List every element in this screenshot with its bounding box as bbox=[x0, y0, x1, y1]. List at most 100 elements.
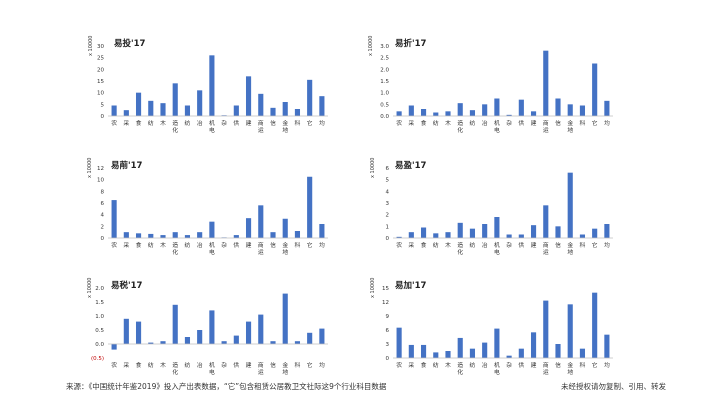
x-category-label: 纺 bbox=[148, 361, 154, 369]
y-tick-label: 9 bbox=[386, 314, 390, 320]
x-category-label: 供 bbox=[233, 361, 239, 369]
x-category-label: 建 bbox=[246, 361, 252, 369]
bar bbox=[567, 172, 573, 238]
x-category-label: 冶 bbox=[482, 241, 488, 249]
y-tick-label: 20 bbox=[97, 67, 104, 73]
x-category-label: 信 bbox=[270, 119, 276, 127]
bar bbox=[482, 224, 488, 238]
x-category-label: 机电 bbox=[209, 241, 215, 256]
x-category-label: 信 bbox=[555, 361, 561, 369]
x-category-label: 科 bbox=[580, 361, 586, 369]
y-tick-label: 4 bbox=[101, 213, 105, 219]
bar bbox=[209, 55, 215, 116]
x-category-label: 它 bbox=[592, 361, 598, 369]
bar bbox=[197, 232, 203, 238]
x-category-label: 木 bbox=[160, 119, 166, 127]
y-tick-label: (0.5) bbox=[91, 356, 104, 362]
x-category-label: 均 bbox=[319, 361, 325, 369]
x-category-label: 纺 bbox=[148, 119, 154, 127]
bar bbox=[172, 232, 178, 238]
chart-svg-4: 0123456农采食纺木造化纺冶机电杂供建商运信 金地科它均 bbox=[386, 166, 613, 256]
x-category-label: 机电 bbox=[209, 119, 215, 134]
bar bbox=[148, 100, 154, 116]
x-category-label: 金地 bbox=[567, 241, 573, 256]
bar bbox=[506, 114, 512, 116]
bar bbox=[530, 332, 537, 358]
y-tick-label: 0 bbox=[386, 356, 390, 362]
bar bbox=[604, 224, 610, 238]
bar bbox=[506, 355, 512, 358]
bar bbox=[543, 300, 549, 358]
x-category-label: 均 bbox=[319, 241, 325, 249]
y-tick-label: 30 bbox=[97, 44, 104, 50]
bar bbox=[469, 348, 476, 358]
axis-unit-6: x 10000 bbox=[370, 277, 376, 298]
chart-title-5: 易税'17 bbox=[111, 281, 143, 291]
bar bbox=[457, 337, 463, 358]
x-category-label: 纺 bbox=[470, 241, 476, 249]
x-category-label: 杂 bbox=[506, 241, 512, 249]
x-category-label: 木 bbox=[160, 361, 166, 369]
x-category-label: 金地 bbox=[282, 119, 288, 134]
x-category-label: 冶 bbox=[482, 361, 488, 369]
bar bbox=[408, 232, 414, 238]
x-category-label: 供 bbox=[518, 119, 524, 127]
bar bbox=[445, 351, 451, 358]
bar bbox=[294, 109, 301, 116]
bar bbox=[555, 344, 561, 358]
x-category-label: 造化 bbox=[457, 241, 463, 256]
bar bbox=[604, 334, 610, 358]
y-tick-label: 0 bbox=[101, 114, 105, 120]
x-category-label: 采 bbox=[408, 119, 414, 127]
bar bbox=[555, 98, 561, 116]
bar bbox=[282, 293, 288, 344]
y-tick-label: 0.0 bbox=[95, 342, 104, 348]
chart-svg-5: (0.5)0.00.51.01.52.0农采食纺木造化纺冶机电杂供建商运信 金地科… bbox=[91, 286, 328, 376]
bar bbox=[543, 50, 549, 116]
y-tick-label: 10 bbox=[97, 91, 104, 97]
x-category-label: 机电 bbox=[494, 119, 500, 134]
x-category-label: 木 bbox=[160, 241, 166, 249]
bar bbox=[543, 205, 549, 238]
bar bbox=[184, 337, 191, 344]
bar bbox=[420, 227, 427, 238]
x-category-label: 供 bbox=[233, 241, 239, 249]
bar bbox=[123, 232, 129, 238]
x-category-label: 食 bbox=[136, 241, 142, 249]
bar bbox=[245, 76, 252, 116]
x-category-label: 它 bbox=[307, 241, 313, 249]
x-category-label: 供 bbox=[518, 241, 524, 249]
x-category-label: 它 bbox=[592, 241, 598, 249]
bar bbox=[282, 218, 288, 238]
y-tick-label: 6 bbox=[386, 328, 390, 334]
axis-unit-5: x 10000 bbox=[87, 277, 93, 298]
x-category-label: 机电 bbox=[494, 361, 500, 376]
axis-unit-2: x 10000 bbox=[368, 35, 374, 56]
x-category-label: 农 bbox=[396, 361, 402, 369]
x-category-label: 纺 bbox=[433, 241, 439, 249]
y-tick-label: 12 bbox=[382, 300, 389, 306]
x-category-label: 食 bbox=[421, 241, 427, 249]
x-category-label: 造化 bbox=[172, 241, 178, 256]
bar bbox=[197, 90, 203, 116]
bar bbox=[518, 348, 524, 358]
bar bbox=[111, 200, 117, 238]
bar bbox=[258, 205, 264, 238]
bar bbox=[319, 96, 325, 116]
footer-source-note: 来源：《中国统计年鉴2019》投入产出表数据，“它”包含租赁公居教卫文社际这9个… bbox=[66, 382, 387, 391]
x-category-label: 纺 bbox=[148, 241, 154, 249]
bar bbox=[469, 110, 476, 116]
x-category-label: 科 bbox=[580, 119, 586, 127]
bar bbox=[172, 304, 178, 344]
bar bbox=[396, 327, 402, 358]
bar bbox=[160, 235, 166, 238]
bar bbox=[506, 234, 512, 238]
y-tick-label: 8 bbox=[101, 189, 105, 195]
bar bbox=[233, 105, 239, 116]
bar bbox=[420, 109, 427, 116]
x-category-label: 供 bbox=[518, 361, 524, 369]
chart-svg-3: 024681012农采食纺木造化纺冶机电杂供建商运信 金地科它均 bbox=[97, 166, 328, 256]
x-category-label: 杂 bbox=[506, 361, 512, 369]
x-category-label: 商运 bbox=[258, 241, 264, 256]
bar bbox=[494, 328, 500, 358]
